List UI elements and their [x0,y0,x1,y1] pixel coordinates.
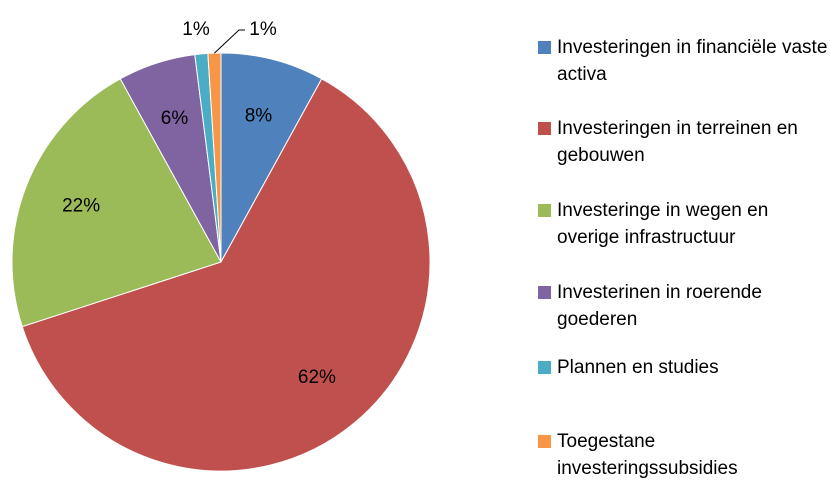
leader-line [214,29,245,54]
legend-swatch [538,286,551,299]
legend-label: Investerinen in roerende goederen [557,282,762,330]
data-label: 6% [161,108,189,129]
pie-slice [21,78,431,472]
legend-item: Investeringen in terreinen en gebouwen [538,115,828,169]
legend-swatch [538,435,551,448]
data-label: 62% [298,367,336,388]
legend-item: Investeringen in financiële vaste activa [538,34,828,88]
legend-label: Investeringe in wegen en overige infrast… [557,200,769,248]
legend-item: Investeringe in wegen en overige infrast… [538,197,828,251]
legend-swatch [538,204,551,217]
legend-label: Investeringen in terreinen en gebouwen [557,118,798,166]
legend-label: Toegestane investeringssubsidies [557,431,738,479]
pie-slice [11,78,222,328]
legend-label: Investeringen in financiële vaste activa [557,37,828,85]
legend-swatch [538,122,551,135]
legend-item: Investerinen in roerende goederen [538,279,828,333]
legend-item: Plannen en studies [538,354,828,381]
data-label: 1% [182,19,210,40]
legend-item: Toegestane investeringssubsidies [538,428,828,482]
data-label: 8% [245,105,273,126]
data-label: 1% [249,19,277,40]
data-label: 22% [62,196,100,217]
legend-swatch [538,361,551,374]
legend-label: Plannen en studies [557,357,719,378]
legend-swatch [538,41,551,54]
pie-slice [220,52,323,263]
